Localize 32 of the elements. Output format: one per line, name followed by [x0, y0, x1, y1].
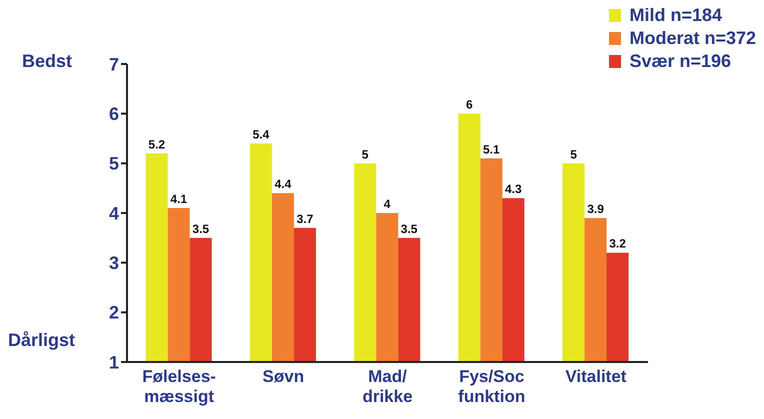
- legend-label: Mild n=184: [629, 5, 722, 26]
- y-tick-label: 6: [108, 104, 119, 124]
- data-label: 6: [466, 98, 474, 112]
- x-tick-label: Mad/ drikke: [362, 367, 413, 406]
- data-label: 3.5: [192, 222, 210, 236]
- data-label: 5.2: [148, 137, 166, 152]
- data-label: 3.2: [609, 236, 626, 251]
- data-label: 4.3: [505, 182, 522, 196]
- data-label: 4.4: [274, 177, 292, 192]
- x-tick-label: Vitalitet: [565, 367, 627, 386]
- x-tick-label: Fys/Soc funktion: [458, 367, 526, 406]
- data-label: 5: [570, 147, 578, 162]
- x-tick-label: Søvn: [262, 367, 304, 386]
- legend-label: Svær n=196: [629, 51, 732, 72]
- data-label: 4: [384, 197, 391, 211]
- y-tick-label: 4: [108, 203, 119, 224]
- data-label: 3.9: [587, 202, 604, 216]
- y-tick-label: 5: [108, 154, 119, 174]
- text: Dårligst: [8, 330, 76, 351]
- y-tick-label: 1: [108, 352, 119, 372]
- text: Bedst: [22, 51, 72, 72]
- legend-label: Moderat n=372: [629, 28, 756, 49]
- x-tick-label: Følelses- mæssigt: [142, 367, 216, 406]
- data-label: 3.5: [400, 222, 418, 236]
- data-label: 5.4: [252, 127, 270, 142]
- data-label: 4.1: [170, 192, 188, 206]
- data-label: 5: [362, 147, 369, 162]
- y-tick-label: 3: [108, 253, 119, 274]
- data-label: 5.1: [483, 142, 500, 156]
- data-label: 3.7: [296, 212, 314, 226]
- y-tick-label: 2: [108, 302, 119, 323]
- y-tick-label: 7: [108, 54, 119, 74]
